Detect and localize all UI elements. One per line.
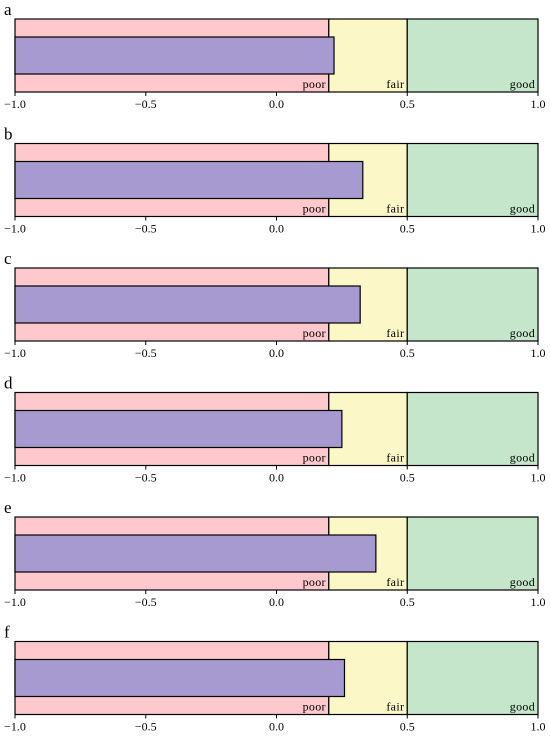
band-label-good: good	[510, 451, 535, 465]
x-tick-label: 0.0	[269, 595, 284, 609]
x-tick-label: −0.5	[135, 97, 157, 111]
x-tick-label: −1.0	[4, 595, 26, 609]
x-tick-label: −0.5	[135, 720, 157, 734]
band-label-good: good	[510, 77, 535, 91]
x-tick-label: 0.5	[400, 720, 415, 734]
chart-panel-d: d poor fair good −1.0 −0.5 0.0 0.5 1.0	[4, 374, 546, 485]
band-good	[406, 18, 539, 93]
value-bar	[14, 409, 343, 449]
x-tick-label: 0.5	[400, 471, 415, 485]
chart-panel-e: e poor fair good −1.0 −0.5 0.0 0.5 1.0	[4, 498, 546, 609]
x-tick-label: −0.5	[135, 346, 157, 360]
x-tick-label: 1.0	[531, 595, 546, 609]
x-tick-label: −0.5	[135, 471, 157, 485]
x-tick-label: −1.0	[4, 471, 26, 485]
x-tick-label: 0.0	[269, 346, 284, 360]
x-tick-label: −0.5	[135, 222, 157, 236]
band-label-good: good	[510, 326, 535, 340]
x-tick-label: 0.5	[400, 346, 415, 360]
x-tick-label: 0.0	[269, 97, 284, 111]
band-label-fair: fair	[386, 575, 404, 589]
band-good	[406, 516, 539, 591]
band-label-fair: fair	[386, 202, 404, 216]
band-fair	[328, 18, 408, 93]
x-tick-label: −1.0	[4, 222, 26, 236]
band-label-fair: fair	[386, 77, 404, 91]
band-label-poor: poor	[303, 700, 326, 714]
band-label-good: good	[510, 700, 535, 714]
band-label-poor: poor	[303, 326, 326, 340]
x-tick-label: 0.5	[400, 222, 415, 236]
band-label-good: good	[510, 575, 535, 589]
x-tick-label: −0.5	[135, 595, 157, 609]
band-good	[406, 640, 539, 716]
chart-panel-b: b poor fair good −1.0 −0.5 0.0 0.5 1.0	[4, 125, 546, 236]
chart-panel-c: c poor fair good −1.0 −0.5 0.0 0.5 1.0	[4, 249, 546, 360]
x-tick-label: 1.0	[531, 720, 546, 734]
panel-label: e	[4, 498, 12, 517]
value-bar	[14, 285, 361, 324]
chart-panel-a: a poor fair good −1.0 −0.5 0.0 0.5 1.0	[4, 0, 546, 111]
x-tick-label: 1.0	[531, 471, 546, 485]
value-bar	[14, 36, 335, 75]
band-label-poor: poor	[303, 575, 326, 589]
panel-label: c	[4, 249, 12, 268]
panel-label: f	[4, 623, 10, 642]
band-good	[406, 391, 539, 467]
x-tick-label: 0.0	[269, 222, 284, 236]
panel-label: a	[4, 0, 12, 19]
x-tick-label: 1.0	[531, 97, 546, 111]
x-tick-label: −1.0	[4, 720, 26, 734]
x-tick-label: −1.0	[4, 97, 26, 111]
value-bar	[14, 658, 346, 698]
x-tick-label: −1.0	[4, 346, 26, 360]
band-label-poor: poor	[303, 202, 326, 216]
panel-label: b	[4, 125, 13, 144]
chart-panel-f: f poor fair good −1.0 −0.5 0.0 0.5 1.0	[4, 623, 546, 734]
band-good	[406, 267, 539, 342]
panel-label: d	[4, 374, 13, 393]
x-tick-label: 1.0	[531, 222, 546, 236]
value-bar	[14, 160, 364, 200]
x-tick-label: 0.5	[400, 97, 415, 111]
value-bar	[14, 534, 377, 573]
band-label-fair: fair	[386, 326, 404, 340]
band-good	[406, 142, 539, 218]
band-label-good: good	[510, 202, 535, 216]
band-label-fair: fair	[386, 451, 404, 465]
x-tick-label: 0.0	[269, 471, 284, 485]
x-tick-label: 0.5	[400, 595, 415, 609]
band-label-poor: poor	[303, 77, 326, 91]
band-label-poor: poor	[303, 451, 326, 465]
x-tick-label: 1.0	[531, 346, 546, 360]
band-label-fair: fair	[386, 700, 404, 714]
x-tick-label: 0.0	[269, 720, 284, 734]
